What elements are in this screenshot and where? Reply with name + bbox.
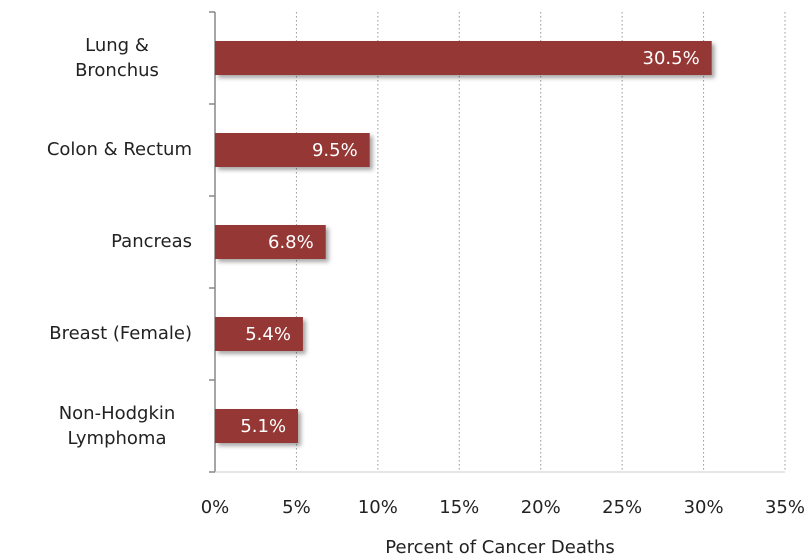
- y-tick-label: Breast (Female): [49, 323, 192, 345]
- value-label: 6.8%: [268, 232, 314, 253]
- y-tick-label: Pancreas: [111, 231, 192, 253]
- y-tick-label: Colon & Rectum: [46, 139, 192, 161]
- value-label: 9.5%: [312, 140, 358, 161]
- value-label: 5.1%: [240, 416, 286, 437]
- x-tick-label: 30%: [684, 497, 724, 518]
- bar: [215, 225, 326, 259]
- bar: [215, 317, 303, 351]
- x-tick-label: 20%: [521, 497, 561, 518]
- y-tick-label-box: Breast (Female): [0, 288, 192, 380]
- value-label: 5.4%: [245, 324, 291, 345]
- y-tick-label-box: Pancreas: [0, 196, 192, 288]
- y-tick-label-box: Lung & Bronchus: [0, 12, 192, 104]
- x-tick-label: 25%: [602, 497, 642, 518]
- bar: [215, 409, 299, 443]
- bar: [215, 41, 712, 75]
- bar: [215, 133, 370, 167]
- x-tick-label: 5%: [282, 497, 311, 518]
- y-tick-label-box: Non-Hodgkin Lymphoma: [0, 380, 192, 472]
- y-tick-label: Lung & Bronchus: [75, 34, 159, 81]
- y-tick-label: Non-Hodgkin Lymphoma: [58, 402, 176, 449]
- x-tick-label: 10%: [358, 497, 398, 518]
- x-tick-label: 0%: [201, 497, 230, 518]
- value-label: 30.5%: [643, 48, 700, 69]
- x-tick-label: 15%: [439, 497, 479, 518]
- x-tick-label: 35%: [765, 497, 805, 518]
- x-axis-label: Percent of Cancer Deaths: [385, 537, 614, 558]
- y-tick-label-box: Colon & Rectum: [0, 104, 192, 196]
